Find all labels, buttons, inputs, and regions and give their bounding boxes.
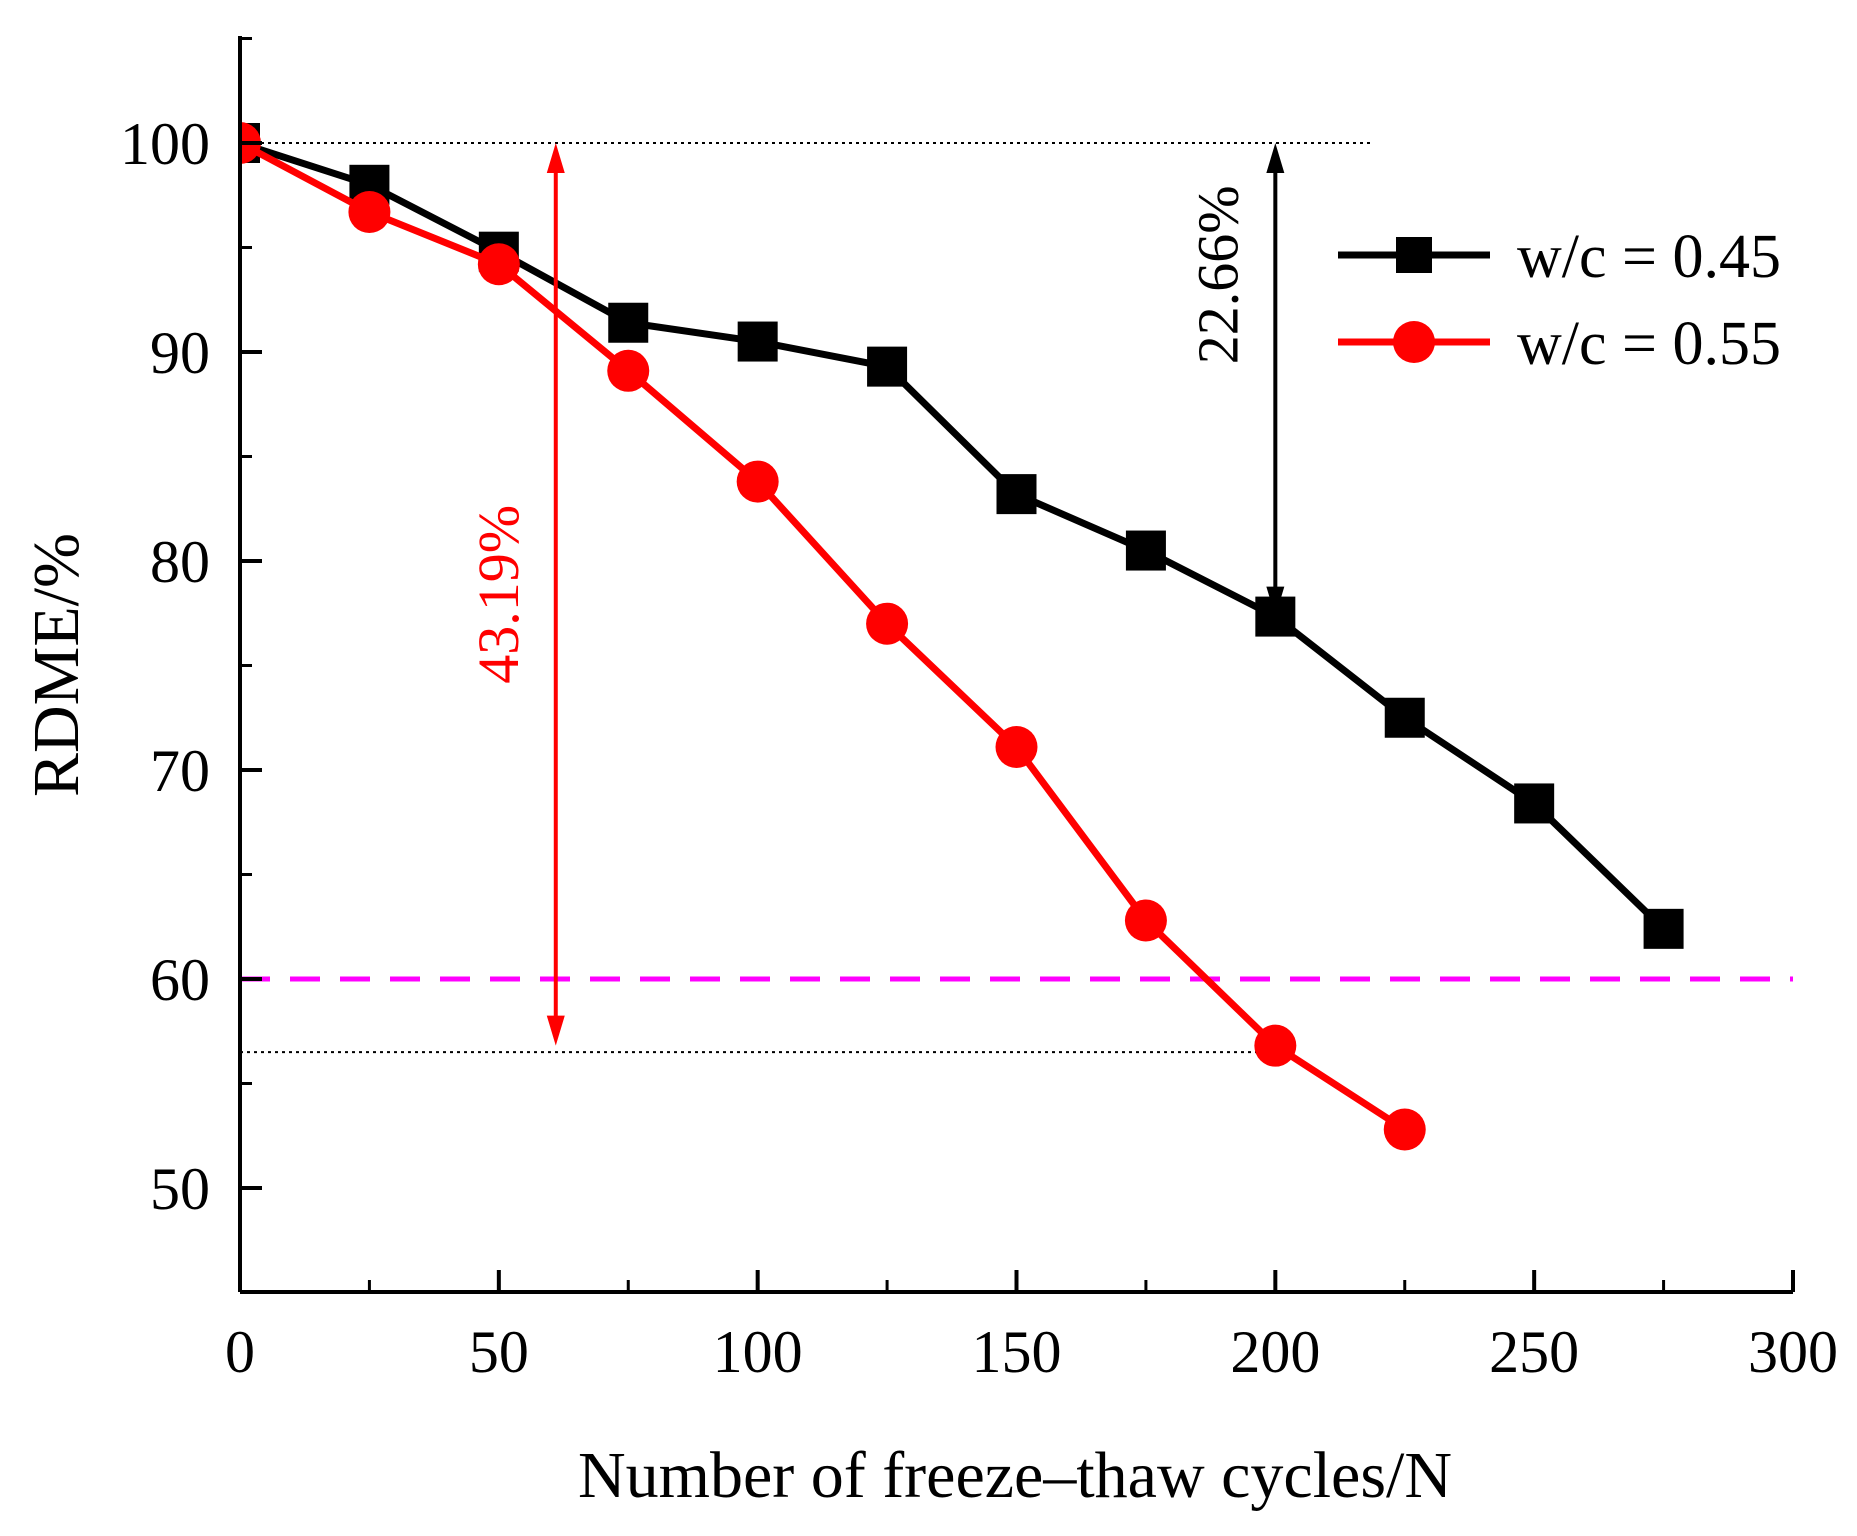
data-point-square xyxy=(996,474,1037,515)
data-point-square xyxy=(1514,783,1555,824)
legend-marker-circle xyxy=(1393,321,1435,363)
y-tick-label: 80 xyxy=(150,529,210,595)
data-point-square xyxy=(867,346,908,387)
data-point-square xyxy=(608,302,649,343)
y-tick-label: 100 xyxy=(120,111,210,177)
series-line-1 xyxy=(240,139,1407,1133)
y-axis-title: RDME/% xyxy=(20,533,93,797)
x-tick-label: 0 xyxy=(225,1319,255,1385)
x-tick-label: 200 xyxy=(1230,1319,1320,1385)
annotation-arrowhead-top xyxy=(1266,143,1285,173)
data-point-circle xyxy=(995,726,1038,769)
series-layer xyxy=(240,122,1684,1151)
legend-label-0: w/c = 0.45 xyxy=(1517,223,1781,291)
x-tick-label: 300 xyxy=(1748,1319,1838,1385)
annotations: 43.19% 22.66% xyxy=(466,143,1285,1046)
y-tick-label: 60 xyxy=(150,947,210,1013)
x-tick-label: 100 xyxy=(713,1319,803,1385)
data-point-circle xyxy=(477,243,520,286)
y-tick-label: 90 xyxy=(150,320,210,386)
data-point-circle xyxy=(1124,899,1167,942)
x-tick-label: 250 xyxy=(1489,1319,1579,1385)
data-point-square xyxy=(1125,530,1166,571)
data-point-circle xyxy=(607,349,650,392)
ticks: 0 50 100 150 200 250 300 50 60 70 80 90 100 xyxy=(120,37,1838,1385)
data-point-square xyxy=(737,321,778,362)
data-point-circle xyxy=(348,190,391,233)
data-point-circle xyxy=(1383,1108,1426,1151)
legend-label-1: w/c = 0.55 xyxy=(1517,310,1781,378)
reference-lines xyxy=(240,142,1793,1054)
annotation-arrowhead-bottom xyxy=(1266,586,1285,617)
x-tick-label: 50 xyxy=(469,1319,529,1385)
x-axis-title: Number of freeze–thaw cycles/N xyxy=(578,1439,1452,1512)
legend: w/c = 0.45 w/c = 0.55 xyxy=(1338,223,1781,378)
series-line-0 xyxy=(240,139,1667,932)
annotation-label: 22.66% xyxy=(1185,185,1250,364)
data-point-square xyxy=(1643,908,1684,949)
data-point-square xyxy=(1384,697,1425,738)
legend-marker-square xyxy=(1396,237,1432,273)
data-point-circle xyxy=(866,602,909,645)
annotation-arrowhead-bottom xyxy=(546,1015,565,1046)
x-tick-label: 150 xyxy=(972,1319,1062,1385)
data-point-circle xyxy=(1254,1024,1297,1067)
y-tick-label: 50 xyxy=(150,1156,210,1222)
annotation-arrowhead-top xyxy=(546,143,565,173)
data-point-circle xyxy=(736,460,779,503)
y-tick-label: 70 xyxy=(150,738,210,804)
annotation-label: 43.19% xyxy=(466,505,531,684)
